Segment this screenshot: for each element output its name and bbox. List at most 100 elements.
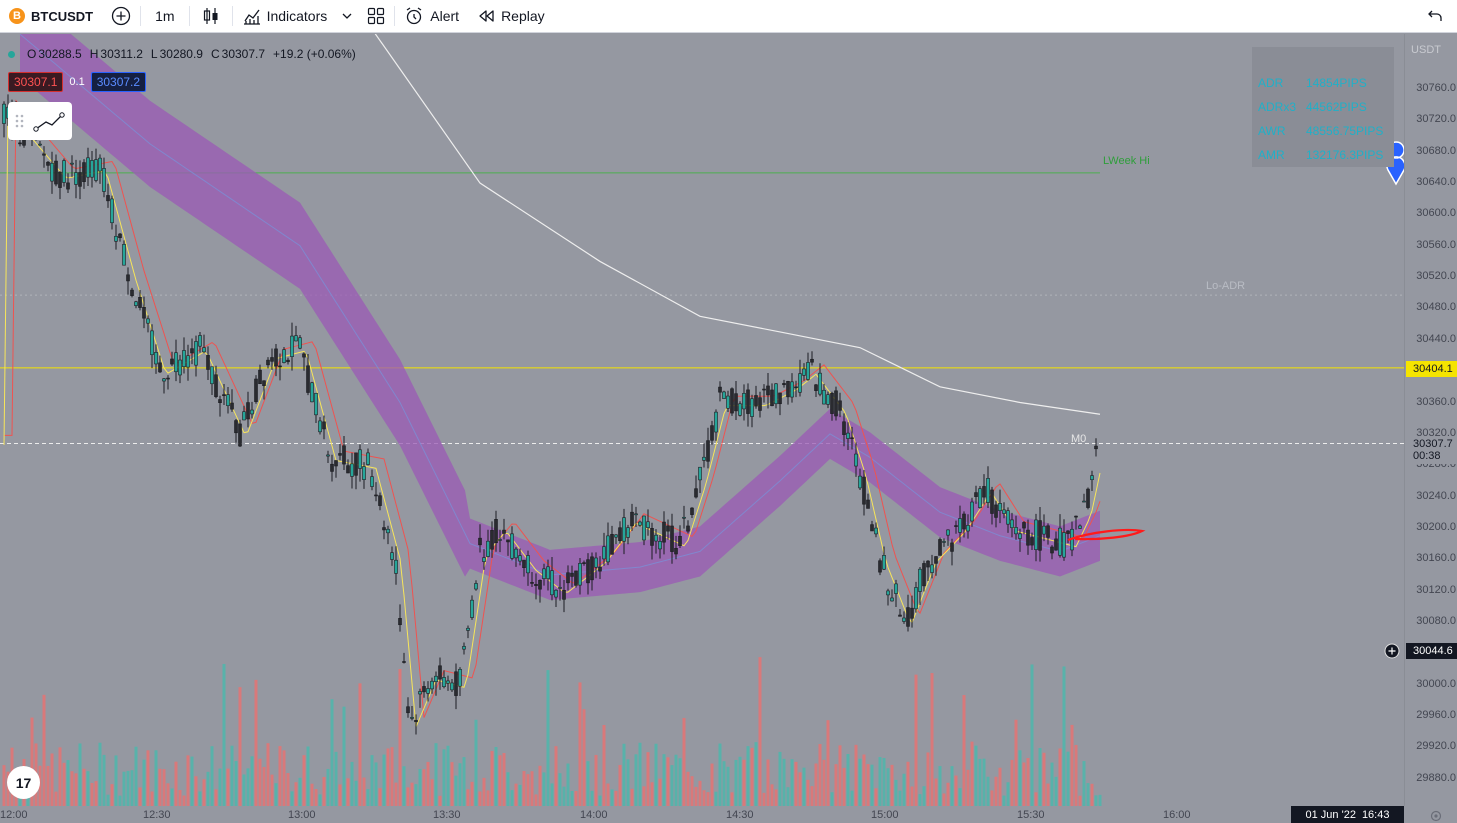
interval-button[interactable]: 1m — [141, 0, 188, 33]
settings-gear-icon[interactable] — [1429, 809, 1443, 823]
candle-up — [486, 540, 490, 557]
candle-up — [738, 403, 742, 416]
volume-bar — [42, 694, 46, 806]
volume-bar — [514, 783, 518, 806]
candle-down — [574, 570, 578, 586]
last-price-value: 30307.7 — [1413, 438, 1453, 450]
buy-price-button[interactable]: 30307.2 — [90, 72, 147, 92]
volume-bar — [954, 775, 958, 806]
candle-up — [1006, 510, 1010, 525]
volume-bar — [1090, 783, 1094, 806]
candle-down — [538, 579, 542, 590]
time-tick-label: 14:00 — [580, 809, 608, 821]
volume-bar — [722, 761, 726, 806]
candle-down — [338, 453, 342, 456]
tradingview-logo[interactable]: 17 — [7, 766, 40, 799]
long-moving-average — [374, 34, 1101, 415]
candle-up — [202, 347, 206, 353]
price-tick-label: 30080.0 — [1416, 614, 1456, 627]
candle-down — [302, 353, 306, 358]
alert-button[interactable]: Alert — [395, 0, 468, 33]
candle-up — [290, 335, 294, 357]
volume-bar — [814, 763, 818, 806]
candle-up — [2, 103, 6, 124]
volume-bar — [542, 772, 546, 806]
candle-up — [62, 160, 66, 183]
candle-down — [842, 421, 846, 435]
candle-down — [662, 521, 666, 543]
volume-bar — [946, 782, 950, 806]
price-tick-label: 30440.0 — [1416, 332, 1456, 345]
candle-down — [758, 397, 762, 411]
crosshair-date-tag: 01 Jun '22 16:43 — [1291, 806, 1404, 823]
volume-bar — [818, 744, 822, 806]
bid-ask-panel: 30307.1 0.1 30307.2 — [8, 72, 147, 92]
candle-up — [518, 555, 522, 562]
time-tick-label: 12:00 — [0, 809, 28, 821]
replay-button[interactable]: Replay — [468, 0, 554, 33]
volume-bar — [870, 764, 874, 806]
price-axis[interactable] — [1404, 34, 1457, 806]
band-midline — [19, 34, 1101, 576]
candle-down — [954, 525, 958, 527]
indicators-templates-button[interactable] — [336, 0, 358, 33]
volume-bar — [310, 783, 314, 806]
candle-down — [286, 359, 290, 363]
volume-bar — [654, 743, 658, 806]
candle-down — [230, 402, 234, 410]
chart-type-button[interactable] — [190, 0, 232, 33]
candle-down — [850, 437, 854, 440]
alert-label: Alert — [430, 8, 460, 24]
volume-bar — [510, 790, 514, 806]
close-key: C — [210, 47, 220, 61]
adr-value: 48556.75PIPS — [1306, 124, 1384, 138]
volume-bar — [630, 788, 634, 806]
indicators-button[interactable]: Indicators — [233, 0, 337, 33]
candle-down — [834, 390, 838, 417]
candle-up — [102, 168, 106, 192]
volume-bar — [474, 719, 478, 806]
volume-bar — [846, 754, 850, 806]
volume-bar — [726, 766, 730, 806]
undo-button[interactable] — [1413, 0, 1457, 33]
candle-up — [386, 528, 390, 534]
time-axis[interactable] — [0, 806, 1404, 823]
candle-up — [358, 449, 362, 469]
price-chart[interactable] — [0, 34, 1457, 823]
compare-symbol-button[interactable] — [102, 0, 140, 33]
floating-drawing-toolbar[interactable] — [8, 102, 72, 140]
candle-down — [82, 162, 86, 182]
candle-down — [406, 706, 410, 714]
volume-bar — [1018, 750, 1022, 806]
candle-down — [262, 380, 266, 386]
chart-pane[interactable] — [0, 34, 1457, 823]
trend-line-icon[interactable] — [30, 102, 66, 140]
symbol-selector[interactable]: B BTCUSDT — [0, 0, 102, 33]
drag-handle-icon[interactable] — [8, 102, 30, 140]
layout-button[interactable] — [358, 0, 394, 33]
volume-bar — [78, 743, 82, 806]
volume-bar — [262, 766, 266, 806]
candle-up — [146, 318, 150, 324]
candle-up — [854, 453, 858, 467]
candle-down — [814, 384, 818, 391]
candle-down — [246, 402, 250, 420]
volume-bar — [1026, 758, 1030, 806]
add-alert-plus-icon[interactable] — [1382, 642, 1402, 660]
volume-bar — [186, 755, 190, 806]
sell-price-button[interactable]: 30307.1 — [8, 72, 64, 92]
candle-down — [506, 539, 510, 543]
volume-bar — [122, 771, 126, 806]
candle-up — [750, 398, 754, 417]
volume-bar — [534, 794, 538, 806]
volume-bar — [170, 788, 174, 806]
time-tick-label: 13:00 — [288, 809, 316, 821]
volume-bar — [374, 762, 378, 806]
candle-down — [570, 572, 574, 577]
crosshair-price-tag: 30044.6 — [1406, 643, 1457, 659]
candle-up — [294, 335, 298, 342]
volume-bar — [574, 791, 578, 806]
volume-bar — [698, 780, 702, 806]
volume-bar — [866, 764, 870, 806]
volume-bar — [466, 789, 470, 806]
